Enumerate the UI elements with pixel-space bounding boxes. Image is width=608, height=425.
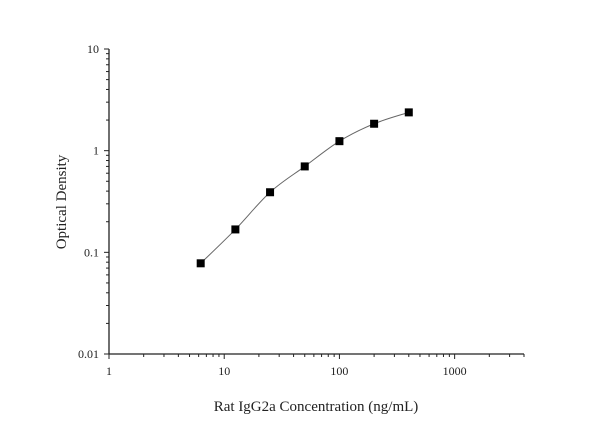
y-tick-label: 0.1	[84, 245, 99, 259]
tick-labels: 1 10 100 1000 0.01 0.1 1 10	[78, 42, 467, 378]
data-point	[196, 259, 205, 268]
x-axis-label: Rat IgG2a Concentration (ng/mL)	[214, 399, 419, 415]
data-point	[335, 137, 344, 146]
data-point	[300, 162, 309, 171]
x-tick-label: 100	[330, 364, 348, 378]
data-point	[231, 225, 240, 234]
y-tick-label: 10	[87, 42, 99, 56]
x-tick-label: 1000	[443, 364, 467, 378]
data-point	[266, 188, 275, 197]
data-point	[404, 108, 413, 117]
axes	[104, 48, 525, 359]
fit-curve	[200, 111, 409, 264]
x-tick-label: 10	[218, 364, 230, 378]
data-points	[196, 108, 413, 268]
y-tick-label: 1	[93, 144, 99, 158]
data-point	[370, 119, 379, 128]
x-tick-label: 1	[106, 364, 112, 378]
y-axis-label: Optical Density	[54, 154, 70, 249]
y-tick-label: 0.01	[78, 347, 99, 361]
